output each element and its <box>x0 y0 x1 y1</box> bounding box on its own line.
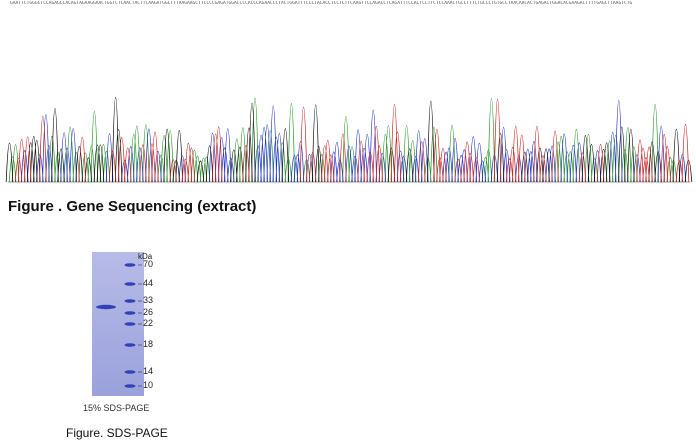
sds-page-panel: kDa 70 44 33 26 22 18 14 10 <box>88 250 198 420</box>
ladder-band <box>124 263 136 267</box>
marker-label: 70 <box>143 259 154 269</box>
ladder-band <box>124 282 136 286</box>
ladder-band <box>124 299 136 303</box>
marker-label: 18 <box>143 339 154 349</box>
sds-page-caption: Figure. SDS-PAGE <box>66 426 168 440</box>
base-call-sequence: GAATTCTGGGCTCCAGAGCCACAGTAGAAGGAACTGGTCT… <box>10 1 633 6</box>
ladder-band <box>124 384 136 388</box>
gel-shade <box>92 252 144 396</box>
marker-label: 44 <box>143 278 154 288</box>
chromatogram-trace <box>5 96 693 183</box>
marker-label: 33 <box>143 295 154 305</box>
trace-a <box>8 97 678 183</box>
trace-t <box>14 98 690 183</box>
marker-label: 10 <box>143 380 154 390</box>
trace-g <box>5 96 693 183</box>
marker-label: 26 <box>143 307 154 317</box>
marker-label: 14 <box>143 366 154 376</box>
sequencing-panel: GAATTCTGGGCTCCAGAGCCACAGTAGAAGGAACTGGTCT… <box>0 0 696 186</box>
ladder-band <box>124 343 136 347</box>
marker-label: 22 <box>143 318 154 328</box>
kda-unit-label: kDa <box>138 252 153 261</box>
sample-band <box>96 304 116 310</box>
gel-type-label: 15% SDS-PAGE <box>83 403 150 413</box>
ladder-band <box>124 311 136 315</box>
marker-ladder <box>124 263 136 388</box>
ladder-band <box>124 322 136 326</box>
trace-c <box>20 100 687 183</box>
ladder-band <box>124 370 136 374</box>
sequencing-caption: Figure . Gene Sequencing (extract) <box>8 198 257 215</box>
gel-image <box>92 252 144 396</box>
